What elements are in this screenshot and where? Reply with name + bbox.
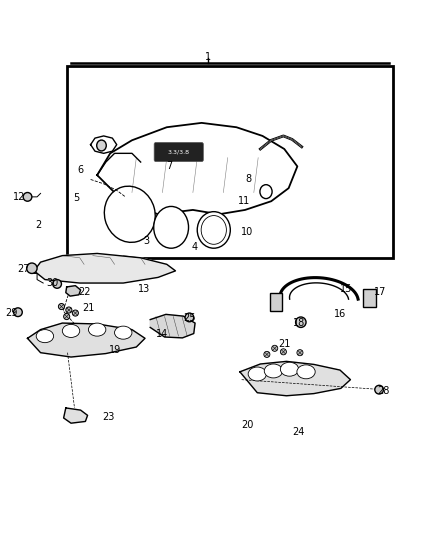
Text: 10: 10 [241, 227, 254, 237]
Circle shape [14, 308, 22, 317]
Text: 15: 15 [340, 284, 353, 294]
Polygon shape [64, 408, 88, 423]
Ellipse shape [260, 184, 272, 199]
Text: 8: 8 [246, 174, 252, 184]
Text: 22: 22 [79, 287, 91, 297]
Bar [364, 289, 376, 306]
FancyBboxPatch shape [67, 66, 393, 258]
Text: 1: 1 [205, 52, 211, 62]
Polygon shape [240, 361, 350, 396]
Circle shape [58, 303, 64, 310]
Text: 30: 30 [46, 278, 59, 288]
Polygon shape [28, 323, 145, 357]
Ellipse shape [36, 329, 53, 343]
Text: 11: 11 [238, 196, 251, 206]
Text: 16: 16 [334, 309, 346, 319]
Circle shape [185, 313, 194, 322]
Text: 24: 24 [292, 427, 304, 437]
Text: 18: 18 [293, 318, 306, 328]
Ellipse shape [154, 206, 188, 248]
Polygon shape [150, 314, 195, 338]
Text: 21: 21 [82, 303, 95, 313]
Circle shape [66, 307, 72, 313]
Circle shape [72, 310, 78, 316]
Circle shape [23, 192, 32, 201]
Ellipse shape [197, 212, 230, 248]
Circle shape [272, 345, 278, 351]
Circle shape [27, 263, 37, 273]
Text: 28: 28 [377, 386, 390, 397]
Ellipse shape [115, 326, 132, 339]
Text: 5: 5 [73, 193, 79, 203]
Bar [270, 294, 282, 311]
Ellipse shape [297, 365, 315, 379]
Text: 23: 23 [102, 411, 114, 422]
Ellipse shape [104, 186, 155, 243]
Text: 27: 27 [17, 264, 29, 273]
Text: 13: 13 [138, 284, 150, 294]
Circle shape [64, 313, 70, 320]
Circle shape [53, 279, 61, 288]
Circle shape [375, 385, 384, 394]
Text: 12: 12 [13, 192, 25, 202]
FancyBboxPatch shape [154, 142, 203, 161]
Text: 2: 2 [35, 220, 41, 230]
Ellipse shape [248, 367, 266, 381]
Text: 6: 6 [78, 165, 84, 175]
Text: 7: 7 [166, 160, 172, 171]
Circle shape [296, 317, 306, 327]
Text: 17: 17 [374, 287, 386, 297]
Ellipse shape [201, 215, 226, 244]
Text: 21: 21 [279, 339, 291, 349]
Circle shape [280, 349, 286, 355]
Circle shape [297, 350, 303, 356]
Text: 4: 4 [191, 242, 198, 252]
Ellipse shape [97, 140, 106, 151]
Text: 20: 20 [241, 421, 254, 430]
Text: 29: 29 [5, 308, 17, 318]
Polygon shape [34, 254, 176, 283]
Polygon shape [66, 286, 81, 296]
Ellipse shape [88, 323, 106, 336]
Text: 25: 25 [183, 313, 196, 323]
Text: 3: 3 [143, 236, 149, 246]
Ellipse shape [62, 325, 80, 337]
Ellipse shape [264, 364, 283, 378]
Text: 3.3/3.8: 3.3/3.8 [168, 150, 190, 155]
Text: 14: 14 [156, 329, 169, 339]
Circle shape [264, 351, 270, 358]
Ellipse shape [280, 362, 299, 376]
Text: 19: 19 [110, 345, 121, 355]
